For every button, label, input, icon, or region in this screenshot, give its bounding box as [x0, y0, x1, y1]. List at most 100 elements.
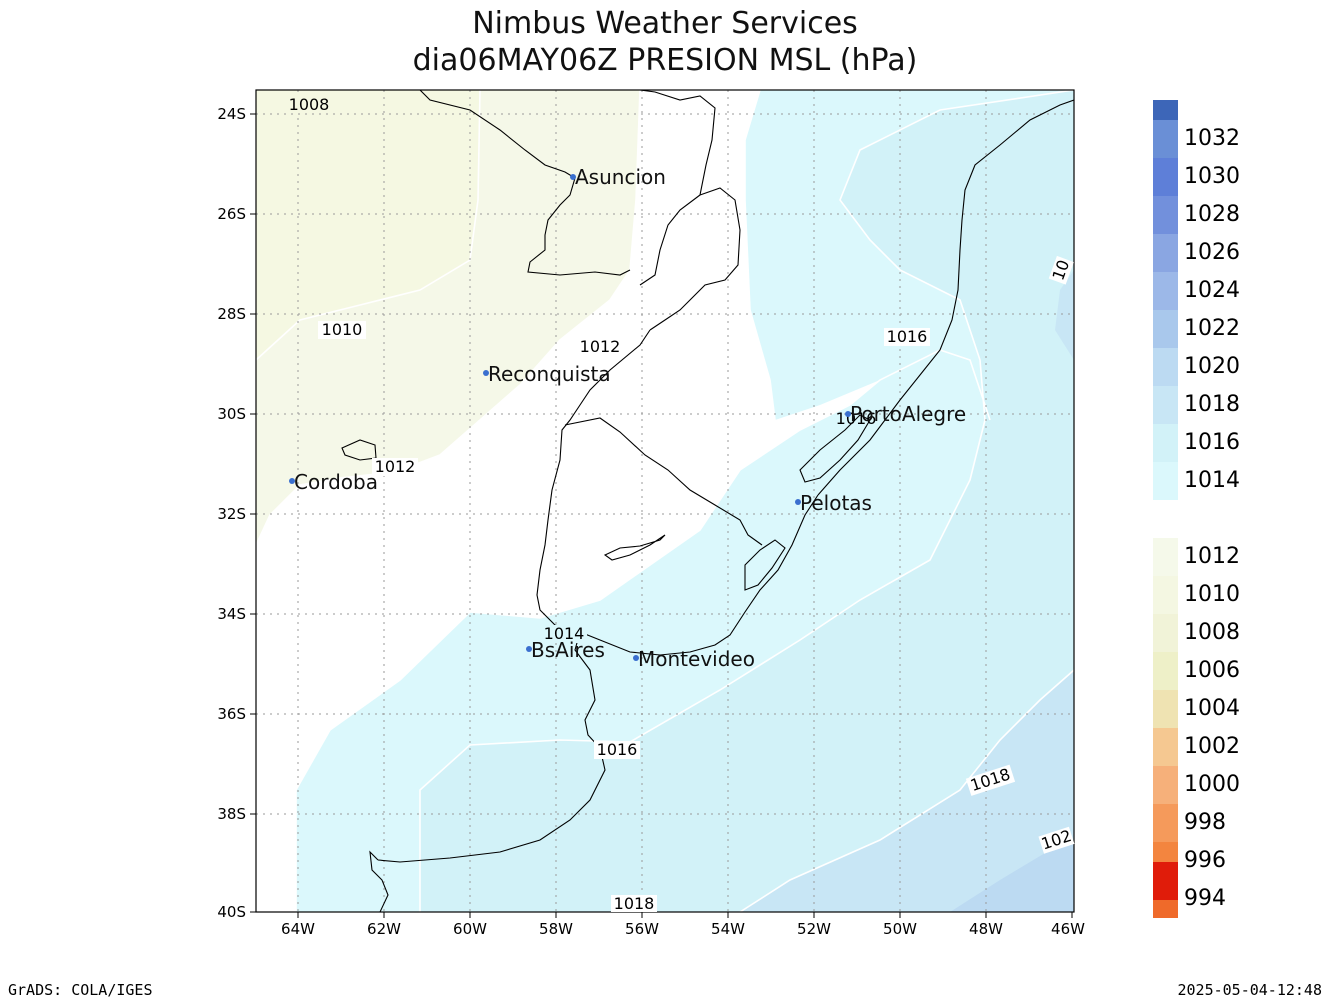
uruguay-river [536, 329, 651, 633]
legend-swatch [1153, 690, 1178, 728]
x-tick: 54W [711, 920, 745, 938]
legend-label: 996 [1184, 848, 1226, 873]
city-label: PortoAlegre [850, 402, 966, 426]
uruguay-coast [579, 494, 819, 656]
city-label: Cordoba [294, 470, 378, 494]
lagoa-dos-patos [799, 414, 871, 483]
legend-swatch [1153, 348, 1178, 386]
contour-label: 1014 [544, 624, 585, 643]
x-tick: 46W [1051, 920, 1085, 938]
city-cordoba: Cordoba [289, 470, 378, 494]
legend-swatch [1153, 120, 1178, 158]
field-1008 [256, 90, 480, 360]
y-tick: 30S [217, 405, 246, 423]
y-tick: 26S [217, 205, 246, 223]
city-dot [633, 655, 639, 661]
field-1018-east [1055, 270, 1074, 360]
y-tick: 32S [217, 505, 246, 523]
contour-labels: 1008 1010 1012 1012 1014 1016 1016 1016 … [286, 95, 1075, 913]
city-dot [289, 478, 295, 484]
legend-label: 1000 [1184, 772, 1240, 797]
legend-swatch [1153, 158, 1178, 196]
y-tick: 24S [217, 105, 246, 123]
legend-swatch-bottom [1153, 862, 1178, 900]
x-tick: 56W [625, 920, 659, 938]
legend-swatch [1153, 424, 1178, 462]
legend-label: 1004 [1184, 696, 1240, 721]
city-label: Reconquista [488, 362, 611, 386]
city-dot [483, 370, 489, 376]
legend-swatch [1153, 272, 1178, 310]
city-montevideo: Montevideo [633, 647, 755, 671]
city-label: Asuncion [575, 165, 666, 189]
city-dot [570, 174, 576, 180]
legend-label: 1012 [1184, 544, 1240, 569]
y-tick: 28S [217, 305, 246, 323]
city-pelotas: Pelotas [795, 491, 872, 515]
y-tick: 40S [217, 903, 246, 921]
legend-label: 1014 [1184, 468, 1240, 493]
x-tick: 64W [281, 920, 315, 938]
legend-swatch [1153, 310, 1178, 348]
legend-label: 1006 [1184, 658, 1240, 683]
contour-label: 1016 [597, 740, 638, 759]
footer-left-credit: GrADS: COLA/IGES [8, 981, 153, 999]
x-tick: 60W [453, 920, 487, 938]
city-dot [526, 646, 532, 652]
y-tick: 36S [217, 705, 246, 723]
field-1020 [950, 840, 1074, 912]
legend-label: 1030 [1184, 164, 1240, 189]
city-markers: Asuncion Reconquista Cordoba PortoAlegre… [289, 165, 966, 671]
legend-label: 1018 [1184, 392, 1240, 417]
city-label: Montevideo [638, 647, 755, 671]
y-tick: 38S [217, 805, 246, 823]
lake-uruguay [603, 534, 666, 561]
y-axis-labels: 24S 26S 28S 30S 32S 34S 36S 38S 40S [217, 105, 246, 921]
legend-label: 1028 [1184, 202, 1240, 227]
legend-swatch [1153, 804, 1178, 842]
city-label: Pelotas [800, 491, 872, 515]
legend-swatch [1153, 538, 1178, 576]
legend-label: 1002 [1184, 734, 1240, 759]
x-tick: 52W [797, 920, 831, 938]
rio-de-la-plata [377, 631, 606, 863]
legend-label: 1032 [1184, 126, 1240, 151]
legend-swatch [1153, 728, 1178, 766]
contour-label: 1008 [289, 95, 330, 114]
color-legend: 1032 1030 1028 1026 1024 1022 1020 1018 1016 1014… [1153, 100, 1240, 918]
contour-label: 1012 [375, 457, 416, 476]
field-1016 [420, 90, 1074, 912]
y-tick: 34S [217, 605, 246, 623]
x-axis-labels: 64W 62W 60W 58W 56W 54W 52W 50W 48W 46W [281, 920, 1085, 938]
legend-swatch [1153, 234, 1178, 272]
legend-label: 1016 [1184, 430, 1240, 455]
footer-timestamp: 2025-05-04-12:48 [1178, 981, 1323, 999]
city-label: BsAires [531, 638, 605, 662]
city-portoalegre: PortoAlegre [845, 402, 966, 426]
city-bsaires: BsAires [526, 638, 605, 662]
legend-swatch [1153, 652, 1178, 690]
x-tick: 58W [539, 920, 573, 938]
legend-label: 1008 [1184, 620, 1240, 645]
map-title-line2: dia06MAY06Z PRESION MSL (hPa) [413, 43, 918, 78]
pressure-field [256, 90, 1074, 912]
legend-swatch [1153, 614, 1178, 652]
x-tick: 48W [969, 920, 1003, 938]
peninsula-valdes [369, 850, 389, 912]
legend-label: 1024 [1184, 278, 1240, 303]
legend-label: 1010 [1184, 582, 1240, 607]
field-1018 [740, 670, 1074, 912]
x-tick: 50W [883, 920, 917, 938]
legend-label: 1026 [1184, 240, 1240, 265]
legend-swatch [1153, 766, 1178, 804]
contour-lines [256, 90, 1074, 912]
lagoa-mirim [744, 539, 786, 591]
legend-label: 1020 [1184, 354, 1240, 379]
legend-label: 998 [1184, 810, 1226, 835]
contour-label: 1012 [580, 337, 621, 356]
contour-label: 1010 [322, 320, 363, 339]
coastlines-borders [341, 90, 1074, 912]
map-frame [255, 89, 1075, 913]
brazil-coast [817, 99, 1074, 496]
